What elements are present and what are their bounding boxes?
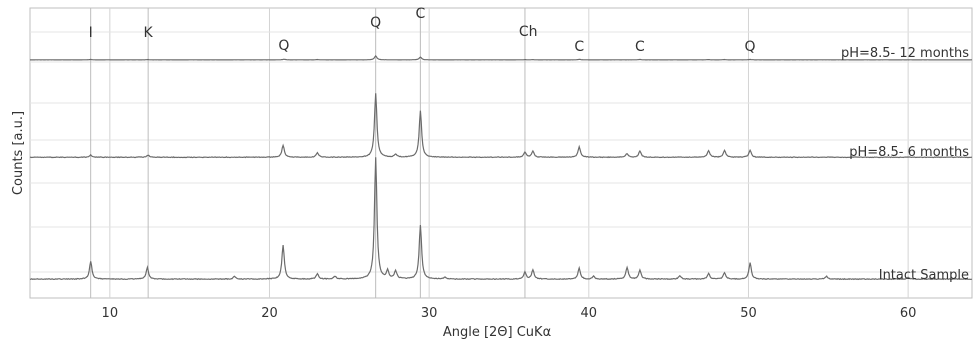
series-label-1: pH=8.5- 6 months <box>849 145 969 160</box>
series-label-0: pH=8.5- 12 months <box>841 46 969 61</box>
grid <box>30 8 972 298</box>
peak-label-q: Q <box>278 38 289 54</box>
series-group <box>29 54 973 281</box>
peak-label-c: C <box>415 6 425 22</box>
series-line-0 <box>29 54 972 61</box>
x-tick-label-20: 20 <box>261 306 278 321</box>
series-label-2: Intact Sample <box>879 268 969 283</box>
peak-labels: I K Q Q C Ch C C Q <box>89 6 756 55</box>
y-axis-label: Counts [a.u.] <box>11 111 26 195</box>
peak-label-c: C <box>574 39 584 55</box>
peak-label-q: Q <box>745 39 756 55</box>
peak-label-i: I <box>89 25 93 41</box>
peak-label-c: C <box>635 39 645 55</box>
series-labels: pH=8.5- 12 months pH=8.5- 6 months Intact … <box>841 46 969 283</box>
series-line-2 <box>29 157 973 281</box>
x-tick-label-10: 10 <box>102 306 119 321</box>
x-tick-labels: 10 20 30 40 50 60 <box>102 306 917 321</box>
x-tick-label-60: 60 <box>900 306 917 321</box>
series-line-1 <box>29 93 973 159</box>
x-axis-label: Angle [2Θ] CuKα <box>443 325 551 340</box>
x-tick-label-50: 50 <box>740 306 757 321</box>
x-tick-label-40: 40 <box>581 306 598 321</box>
peak-label-k: K <box>144 25 154 41</box>
plot-area <box>29 7 973 299</box>
x-tick-label-30: 30 <box>421 306 438 321</box>
peak-label-q: Q <box>370 15 381 31</box>
peak-label-ch: Ch <box>519 24 538 40</box>
